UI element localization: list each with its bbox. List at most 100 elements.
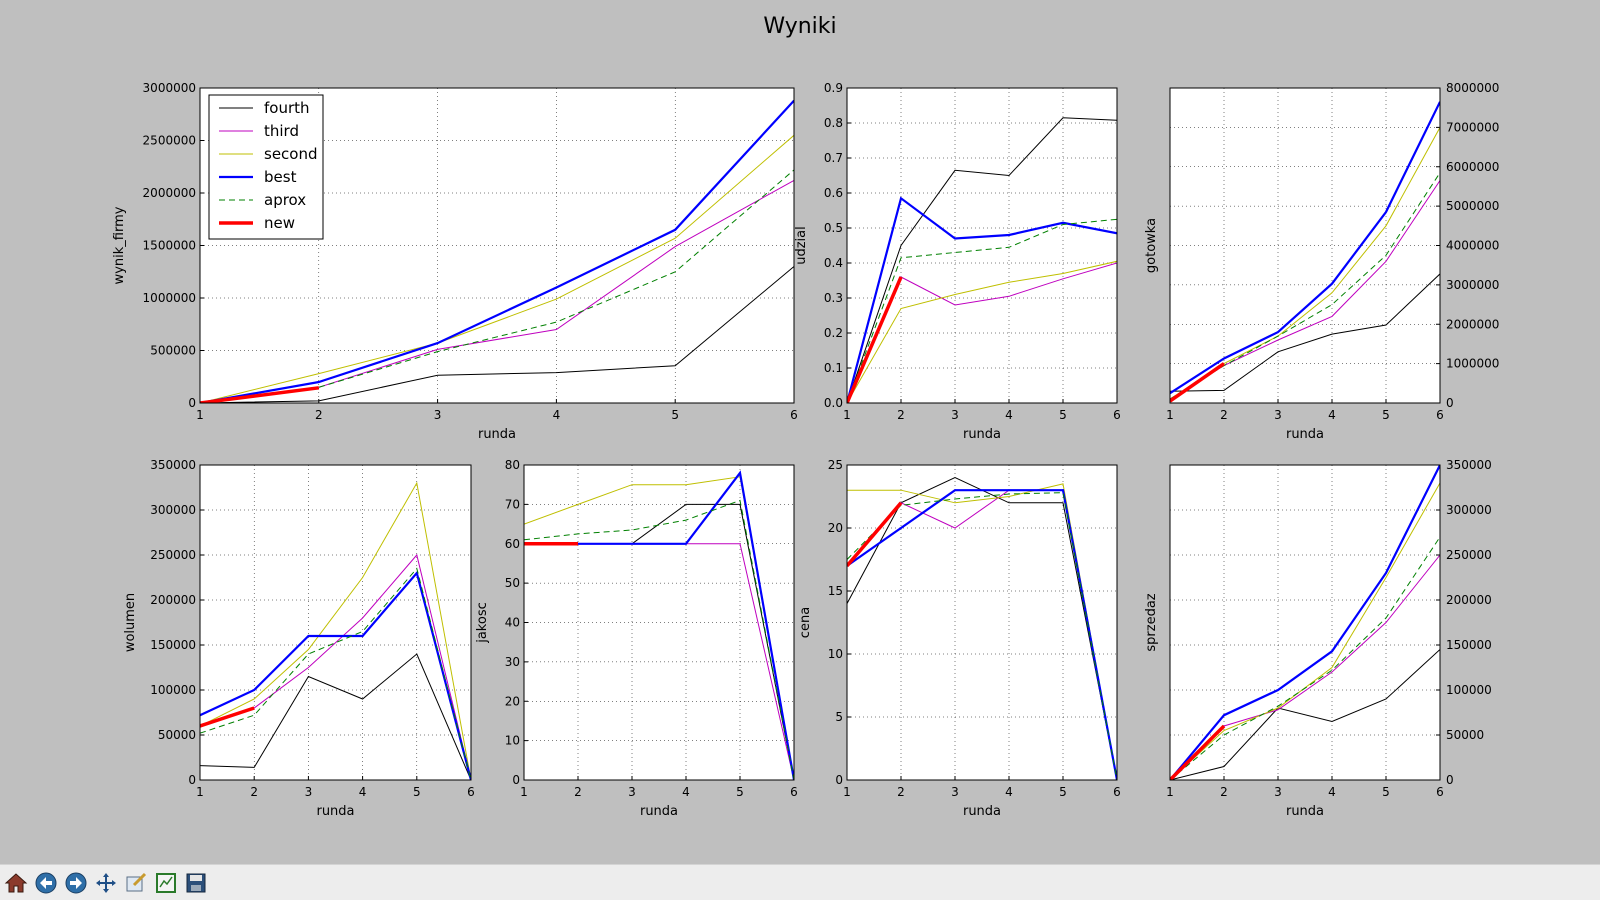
forward-button[interactable]: [62, 869, 89, 896]
series-line-new: [200, 706, 255, 728]
y-tick-label: 300000: [150, 503, 196, 517]
x-tick-label: 5: [671, 408, 679, 422]
y-tick-label: 8000000: [1446, 81, 1499, 95]
series-line-aprox: [847, 218, 1117, 403]
series-line-best: [847, 196, 1117, 403]
y-tick-label: 100000: [1446, 683, 1492, 697]
subplots-icon: [155, 872, 176, 893]
legend: fourth third second best aprox new: [208, 94, 324, 240]
series-line-aprox: [524, 499, 794, 780]
series-line-best: [200, 570, 471, 780]
x-tick-label: 6: [790, 408, 798, 422]
y-tick-label: 5: [835, 710, 843, 724]
series-line-new: [1170, 362, 1225, 403]
series-line-second: [200, 481, 471, 780]
x-tick-label: 4: [1005, 785, 1013, 799]
series-line-fourth: [1170, 649, 1440, 780]
x-axis-label: runda: [316, 804, 354, 819]
home-button[interactable]: [2, 869, 29, 896]
axes-frame: [846, 464, 1118, 781]
x-tick-label: 2: [897, 408, 905, 422]
y-axis-label: gotowka: [1144, 218, 1159, 273]
y-tick-label: 150000: [150, 638, 196, 652]
x-tick-label: 4: [1328, 408, 1336, 422]
move-icon: [95, 872, 116, 893]
y-tick-label: 200000: [1446, 593, 1492, 607]
home-icon: [4, 872, 27, 892]
subplots-button[interactable]: [152, 869, 179, 896]
series-group: [524, 470, 794, 780]
series-group: [847, 117, 1117, 403]
series-line-best: [1170, 465, 1440, 780]
zoom-button[interactable]: [122, 869, 149, 896]
figure: Wyniki 1 2 3 4 5 6050000010000001500000200000…: [112, 14, 1499, 819]
x-tick-label: 6: [1436, 408, 1444, 422]
x-tick-label: 1: [843, 408, 851, 422]
arrow-right-icon: [65, 872, 86, 893]
subplot-gotowka: 1 2 3 4 5 60 1000000 2000000 3000000 4000000 50000…: [1144, 81, 1499, 442]
y-tick-label: 1500000: [143, 239, 196, 253]
x-axis-label: runda: [963, 427, 1001, 442]
x-tick-label: 1: [1166, 785, 1174, 799]
y-tick-label: 7000000: [1446, 120, 1499, 134]
series-group: [200, 99, 794, 403]
x-tick-label: 4: [1328, 785, 1336, 799]
x-tick-label: 6: [1113, 408, 1121, 422]
y-tick-label: 2000000: [143, 186, 196, 200]
back-button[interactable]: [32, 869, 59, 896]
y-tick-label: 40: [505, 616, 520, 630]
figure-title: Wyniki: [763, 14, 836, 39]
save-button[interactable]: [182, 869, 209, 896]
series-line-new: [847, 501, 903, 567]
x-axis-label: runda: [1286, 804, 1324, 819]
y-tick-label: 0: [188, 773, 196, 787]
y-tick-label: 0.4: [824, 256, 843, 270]
zoom-rect-icon: [126, 872, 146, 891]
x-tick-label: 3: [305, 785, 313, 799]
y-tick-label: 0.6: [824, 186, 843, 200]
series-line-best: [1170, 101, 1440, 395]
x-tick-label: 3: [951, 408, 959, 422]
series-line-fourth: [1170, 273, 1440, 392]
series-group: [847, 477, 1117, 780]
x-tick-label: 1: [1166, 408, 1174, 422]
x-tick-label: 6: [1436, 785, 1444, 799]
floppy-icon: [186, 873, 205, 892]
x-tick-label: 6: [790, 785, 798, 799]
y-axis-label: sprzedaz: [1144, 593, 1159, 651]
series-line-fourth: [847, 117, 1117, 403]
x-tick-label: 4: [359, 785, 367, 799]
y-tick-label: 350000: [150, 458, 196, 472]
x-tick-label: 1: [843, 785, 851, 799]
series-line-new: [200, 386, 320, 403]
series-line-fourth: [200, 653, 471, 780]
y-tick-label: 5000000: [1446, 199, 1499, 213]
x-tick-label: 5: [736, 785, 744, 799]
pan-button[interactable]: [92, 869, 119, 896]
series-line-aprox: [1170, 536, 1440, 780]
axes-frame: [846, 87, 1118, 404]
x-tick-label: 3: [1274, 785, 1282, 799]
toolbar: [0, 864, 1600, 900]
y-tick-label: 0: [1446, 396, 1454, 410]
y-tick-label: 0: [835, 773, 843, 787]
y-tick-label: 10: [505, 734, 520, 748]
y-tick-label: 500000: [150, 344, 196, 358]
y-tick-label: 0: [512, 773, 520, 787]
x-tick-label: 5: [1382, 785, 1390, 799]
subplot-udzial: 1 2 3 4 5 6 0.0 0.1 0.2 0.3 0.4 0.5 0.6 0.7 0.8 0.9 rund…: [794, 81, 1121, 442]
y-tick-label: 350000: [1446, 458, 1492, 472]
axes-frame: [1169, 464, 1441, 781]
y-tick-label: 3000000: [1446, 278, 1499, 292]
axes-frame: [523, 464, 795, 781]
y-tick-label: 200000: [150, 593, 196, 607]
series-line-new: [1170, 724, 1226, 780]
legend-label-second: second: [264, 145, 318, 163]
x-tick-label: 5: [413, 785, 421, 799]
x-tick-label: 3: [434, 408, 442, 422]
legend-label-fourth: fourth: [264, 99, 310, 117]
x-tick-label: 2: [250, 785, 258, 799]
y-axis-label: jakosc: [475, 602, 490, 644]
y-tick-label: 2000000: [1446, 317, 1499, 331]
subplot-sprzedaz: 1 2 3 4 5 60 50000 100000 150000 200000 250000 3000…: [1144, 458, 1492, 819]
